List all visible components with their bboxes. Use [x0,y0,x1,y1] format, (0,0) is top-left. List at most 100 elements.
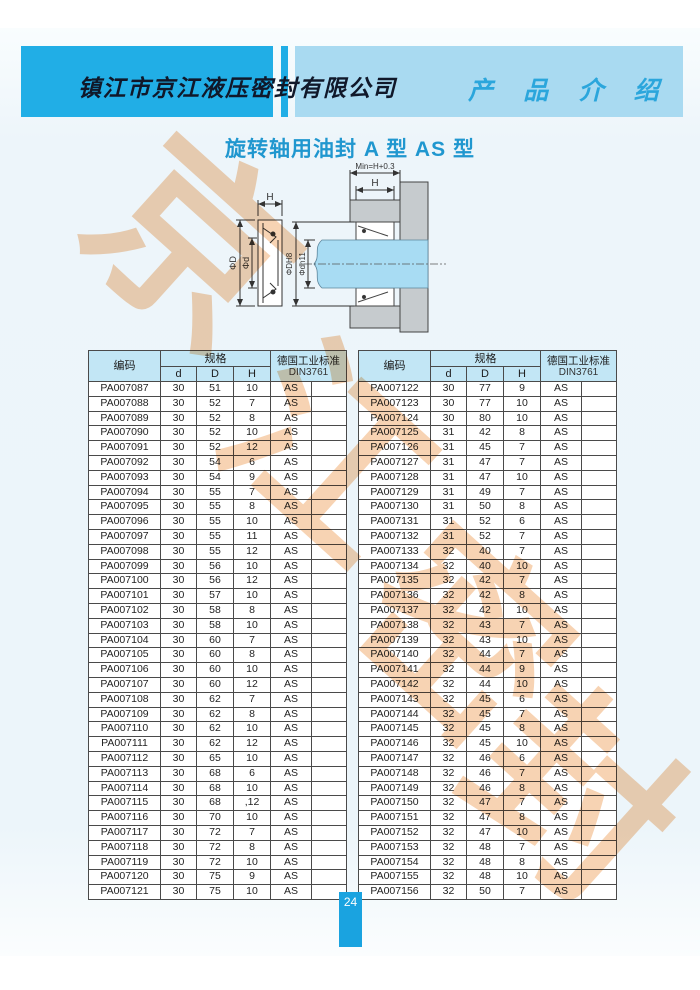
table-cell: 52 [196,410,234,427]
col-header-din: 德国工业标准 DIN3761 [270,350,347,382]
table-cell: 7 [503,543,541,560]
table-cell: 30 [160,647,197,664]
table-cell: 68 [196,780,234,797]
table-cell: 8 [503,854,541,871]
table-cell: 30 [160,588,197,604]
table-cell [581,381,617,397]
table-cell [581,736,617,752]
table-cell: AS [540,869,582,886]
table-cell: PA007118 [88,839,161,856]
seal-installation-drawing: H Min=H+0.3 ΦDH8 Φdh11 [285,162,446,333]
table-cell: PA007098 [88,543,161,560]
table-cell: 30 [160,543,197,560]
table-cell: PA007111 [88,736,161,752]
table-cell: 7 [503,484,541,501]
table-row: PA007111 30 62 12 AS [88,736,347,752]
table-cell: 32 [430,869,467,886]
table-cell: PA007116 [88,810,161,826]
table-cell: 30 [160,558,197,575]
col-header-spec: 规格 [160,350,271,367]
table-cell [311,662,347,678]
table-cell [581,558,617,575]
table-row: PA007087 30 51 10 AS [88,381,347,397]
table-cell: 8 [233,602,271,619]
table-cell: 12 [233,736,271,752]
table-cell: 10 [233,588,271,604]
table-cell: 30 [160,514,197,530]
table-cell: AS [540,632,582,649]
table-row: PA007097 30 55 11 AS [88,528,347,545]
table-cell: AS [540,839,582,856]
table-cell: 42 [466,425,504,442]
table-cell: 62 [196,736,234,752]
table-cell: 8 [233,647,271,664]
table-cell [311,750,347,767]
table-cell [581,854,617,871]
table-cell: 10 [503,824,541,841]
table-cell [581,676,617,693]
table-row: PA007088 30 52 7 AS [88,395,347,412]
table-cell: PA007120 [88,869,161,886]
table-cell: AS [540,810,582,826]
table-cell: 52 [466,528,504,545]
table-cell: AS [270,410,312,427]
table-cell: 42 [466,588,504,604]
table-cell: 30 [160,839,197,856]
table-cell [311,706,347,723]
table-cell: AS [540,440,582,456]
table-cell: 32 [430,617,467,634]
table-cell: 68 [196,795,234,812]
table-row: PA007139 32 43 10 AS [358,632,617,649]
table-cell: 6 [503,691,541,708]
table-row: PA007136 32 42 8 AS [358,588,617,604]
table-cell: PA007132 [358,528,431,545]
table-cell: 50 [466,499,504,516]
table-cell: PA007104 [88,632,161,649]
table-cell: 32 [430,662,467,678]
table-cell [581,602,617,619]
table-cell: 77 [466,395,504,412]
table-cell: 40 [466,543,504,560]
table-cell: AS [540,543,582,560]
table-cell: 30 [160,750,197,767]
table-cell: 30 [160,780,197,797]
table-cell [581,824,617,841]
table-row: PA007100 30 56 12 AS [88,573,347,590]
table-row: PA007104 30 60 7 AS [88,632,347,649]
table-cell: AS [540,691,582,708]
table-cell: 30 [160,632,197,649]
table-row: PA007143 32 45 6 AS [358,691,617,708]
table-cell: AS [540,765,582,782]
table-cell: 72 [196,854,234,871]
table-cell: 80 [466,410,504,427]
table-cell: 30 [160,617,197,634]
table-cell: 8 [503,588,541,604]
table-cell [311,854,347,871]
table-row: PA007127 31 47 7 AS [358,454,617,471]
col-header-code: 编码 [358,350,431,382]
table-cell: PA007121 [88,884,161,900]
table-cell: AS [270,602,312,619]
table-row: PA007118 30 72 8 AS [88,839,347,856]
table-cell: PA007113 [88,765,161,782]
table-row: PA007102 30 58 8 AS [88,602,347,619]
table-row: PA007131 31 52 6 AS [358,514,617,530]
table-cell: AS [270,588,312,604]
table-cell: PA007119 [88,854,161,871]
col-header-d: d [160,366,197,382]
table-cell: 77 [466,381,504,397]
table-cell: 32 [430,736,467,752]
table-cell: AS [270,854,312,871]
table-cell: 7 [503,528,541,545]
table-row: PA007134 32 40 10 AS [358,558,617,575]
table-cell: 10 [233,425,271,442]
table-cell: 8 [503,425,541,442]
table-cell: AS [540,425,582,442]
table-cell: PA007153 [358,839,431,856]
table-row: PA007123 30 77 10 AS [358,395,617,412]
table-cell: 10 [503,676,541,693]
table-cell: 7 [233,691,271,708]
table-cell: PA007103 [88,617,161,634]
table-cell: PA007089 [88,410,161,427]
din-number-label: DIN3761 [558,367,599,378]
